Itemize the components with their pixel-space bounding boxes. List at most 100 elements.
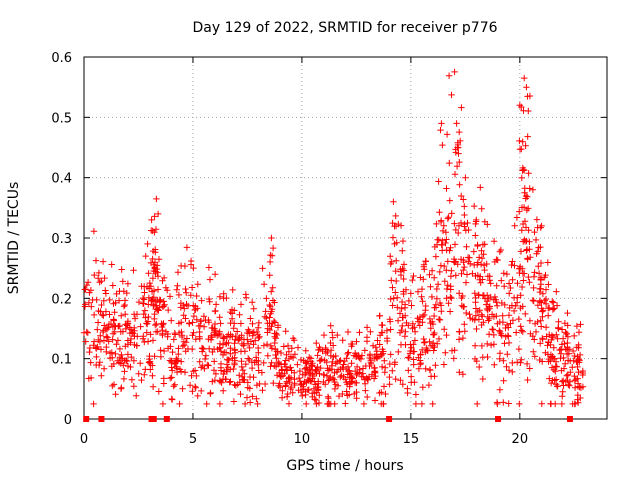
data-point	[532, 328, 540, 336]
data-point	[531, 228, 538, 236]
data-point	[471, 202, 478, 210]
data-point	[544, 351, 552, 358]
data-point	[515, 315, 522, 323]
data-point	[100, 337, 108, 344]
data-point	[519, 303, 526, 310]
data-point	[227, 350, 234, 357]
data-point	[452, 272, 459, 279]
data-point	[491, 361, 498, 368]
data-point	[205, 295, 213, 303]
data-point	[115, 297, 123, 304]
data-point	[329, 334, 336, 341]
data-point	[345, 349, 352, 356]
data-point	[472, 312, 480, 319]
data-point	[269, 244, 277, 252]
data-point	[348, 343, 355, 350]
data-point	[521, 238, 529, 245]
data-point	[465, 226, 472, 234]
data-point	[196, 358, 203, 365]
data-point	[455, 229, 462, 237]
data-point	[353, 379, 360, 387]
gap-marker	[495, 416, 502, 422]
data-point	[376, 312, 383, 320]
data-point	[201, 365, 208, 372]
data-point	[158, 323, 166, 331]
data-point	[418, 400, 426, 408]
data-point	[188, 372, 195, 379]
data-point	[500, 357, 507, 364]
x-axis-label: GPS time / hours	[286, 458, 403, 474]
data-point	[128, 329, 136, 336]
data-point	[531, 353, 538, 360]
data-point	[170, 383, 177, 390]
data-point	[302, 359, 309, 366]
data-point	[142, 314, 149, 321]
data-point	[426, 315, 434, 323]
data-point	[398, 305, 405, 312]
data-point	[194, 392, 201, 400]
data-point	[473, 357, 480, 365]
data-point	[344, 363, 352, 371]
data-point	[216, 344, 223, 351]
data-point	[564, 344, 571, 351]
data-point	[442, 349, 449, 356]
data-point	[272, 335, 279, 342]
data-point	[435, 316, 443, 323]
data-point	[448, 210, 455, 217]
data-point	[503, 270, 511, 278]
data-point	[238, 332, 245, 339]
data-point	[504, 351, 511, 358]
data-point	[205, 264, 213, 271]
data-point	[539, 313, 546, 320]
data-point	[547, 400, 554, 407]
data-point	[92, 257, 100, 264]
data-point	[402, 286, 410, 293]
data-point	[425, 381, 433, 389]
data-point	[542, 286, 550, 293]
gap-marker	[83, 416, 90, 422]
data-point	[559, 388, 566, 395]
data-point	[148, 288, 156, 295]
data-point	[450, 355, 457, 362]
data-point	[459, 371, 467, 378]
data-point	[442, 229, 450, 236]
data-point	[418, 285, 426, 293]
data-point	[96, 359, 103, 366]
data-point	[282, 328, 289, 335]
data-point	[541, 297, 548, 304]
data-point	[112, 350, 119, 358]
data-point	[268, 288, 275, 295]
data-point	[110, 317, 118, 324]
y-tick-label: 0.2	[51, 292, 72, 307]
data-point	[227, 378, 234, 385]
data-point	[120, 288, 127, 295]
data-point	[410, 272, 417, 280]
data-point	[284, 390, 291, 398]
data-point	[201, 355, 209, 363]
data-point	[523, 246, 531, 253]
data-point	[511, 222, 518, 229]
data-point	[392, 289, 399, 296]
data-point	[117, 328, 124, 335]
data-point	[558, 400, 566, 408]
data-point	[106, 311, 113, 318]
data-point	[98, 372, 105, 379]
data-point	[519, 138, 526, 145]
data-point	[264, 352, 271, 359]
data-point	[353, 388, 360, 396]
data-point	[458, 104, 465, 111]
data-point	[516, 102, 523, 109]
data-point	[262, 308, 269, 315]
data-point	[451, 171, 459, 178]
data-point	[124, 320, 131, 328]
data-point	[331, 385, 339, 393]
data-point	[575, 368, 582, 376]
data-point	[141, 371, 148, 378]
data-point	[127, 363, 134, 371]
data-point	[428, 267, 436, 274]
data-point	[409, 276, 416, 284]
data-point	[543, 333, 550, 340]
data-point	[478, 247, 485, 254]
data-point	[275, 359, 282, 366]
data-point	[95, 269, 103, 277]
